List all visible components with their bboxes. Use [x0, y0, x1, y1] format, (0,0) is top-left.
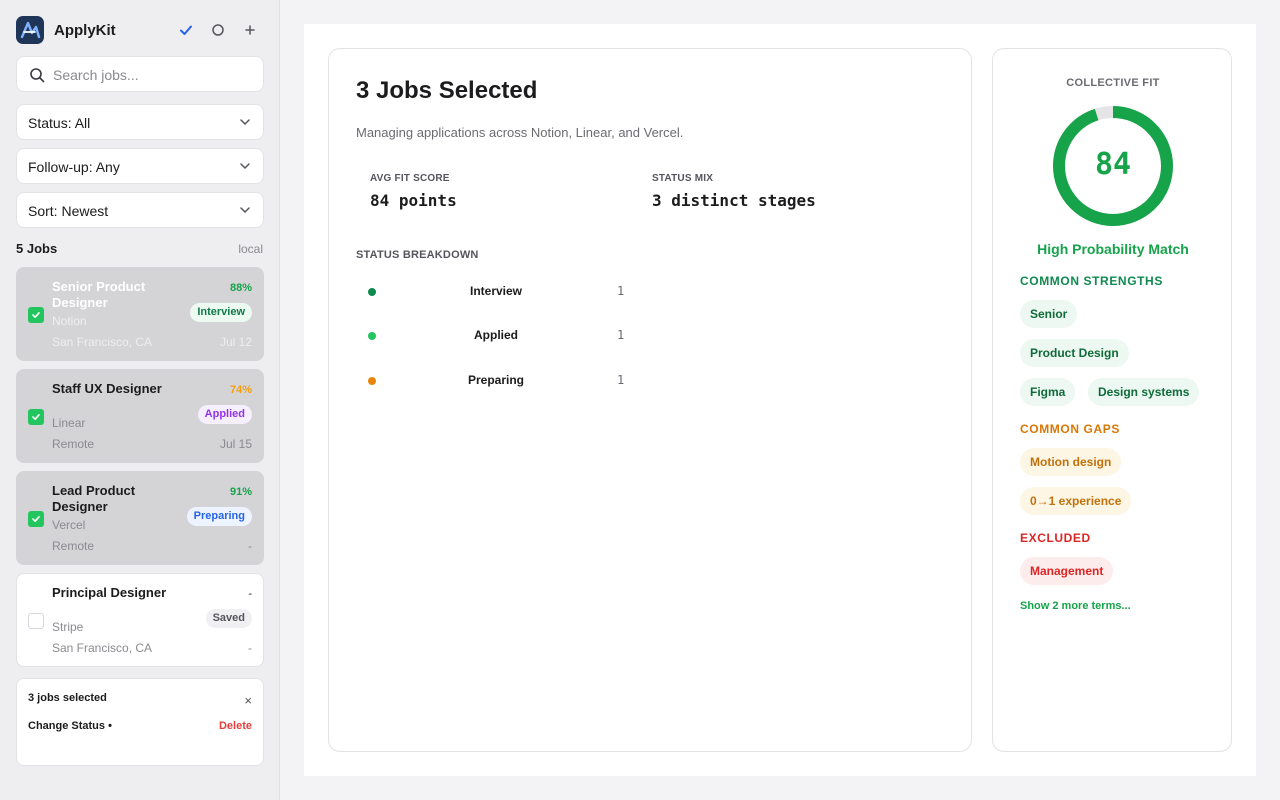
job-company: Linear [52, 416, 86, 430]
job-date: Jul 15 [219, 437, 252, 451]
status-dot [368, 332, 376, 340]
status-count: 1 [617, 328, 625, 342]
change-status-button[interactable]: Change Status • [28, 720, 112, 732]
job-card[interactable]: Senior Product Designer 88% Interview No… [16, 267, 264, 361]
check-icon[interactable] [178, 22, 194, 38]
show-more-link[interactable]: Show 2 more terms... [1020, 600, 1131, 612]
job-location: San Francisco, CA [52, 335, 153, 349]
status-badge: Preparing [186, 507, 252, 526]
sidebar: ApplyKit Status: All Follow-up: Any Sort… [0, 0, 280, 800]
job-fit-score: 88% [229, 282, 252, 294]
fit-score-value: 84 [1094, 147, 1132, 182]
chevron-down-icon [240, 207, 250, 214]
strength-chip: Senior [1020, 300, 1078, 328]
job-company: Vercel [52, 518, 86, 532]
delete-button[interactable]: Delete [218, 720, 252, 732]
check-icon [32, 312, 40, 318]
job-card[interactable]: Principal Designer - Saved Stripe San Fr… [16, 573, 264, 667]
status-mix-value: 3 distinct stages [652, 191, 816, 210]
job-fit-score: - [248, 588, 252, 600]
job-date: Jul 12 [219, 335, 252, 349]
job-company: Stripe [52, 620, 84, 634]
status-name: Preparing [467, 373, 524, 387]
search-input[interactable] [53, 65, 253, 85]
job-date: - [248, 539, 252, 553]
status-row: Preparing 1 [356, 371, 646, 391]
job-date: - [248, 641, 252, 655]
status-badge: Saved [205, 609, 252, 628]
avg-fit-label: AVG FIT SCORE [370, 173, 450, 184]
job-location: Remote [52, 539, 95, 553]
main-content: 3 Jobs Selected Managing applications ac… [304, 24, 1256, 776]
followup-filter[interactable]: Follow-up: Any [16, 148, 264, 184]
status-badge: Interview [190, 303, 252, 322]
status-name: Applied [474, 328, 518, 342]
status-count: 1 [617, 373, 625, 387]
status-row: Interview 1 [356, 282, 646, 302]
chevron-down-icon [240, 119, 250, 126]
job-card[interactable]: Lead Product Designer 91% Preparing Verc… [16, 471, 264, 565]
job-title: Senior Product Designer [52, 279, 146, 310]
app-name: ApplyKit [54, 22, 116, 39]
gaps-heading: COMMON GAPS [1020, 422, 1120, 436]
status-breakdown-label: STATUS BREAKDOWN [356, 249, 479, 261]
job-fit-score: 91% [229, 486, 252, 498]
job-location: Remote [52, 437, 95, 451]
strengths-heading: COMMON STRENGTHS [1020, 274, 1163, 288]
strength-chip: Figma [1020, 378, 1076, 406]
status-count: 1 [617, 284, 625, 298]
plus-icon[interactable] [242, 22, 258, 38]
strength-chip: Design systems [1088, 378, 1200, 406]
page-subtitle: Managing applications across Notion, Lin… [356, 125, 684, 140]
status-dot [368, 377, 376, 385]
job-checkbox[interactable] [28, 613, 44, 629]
close-icon[interactable]: × [244, 693, 252, 708]
status-filter[interactable]: Status: All [16, 104, 264, 140]
job-title: Lead Product Designer [52, 483, 136, 514]
circle-icon[interactable] [210, 22, 226, 38]
check-icon [32, 516, 40, 522]
bulk-actions-bar: 3 jobs selected × Change Status • Delete [16, 678, 264, 766]
job-location: San Francisco, CA [52, 641, 153, 655]
jobs-source: local [238, 242, 263, 256]
job-checkbox[interactable] [28, 307, 44, 323]
gap-chip: Motion design [1020, 448, 1122, 476]
status-badge: Applied [197, 405, 252, 424]
strength-chip: Product Design [1020, 339, 1129, 367]
job-title: Principal Designer [52, 585, 167, 600]
fit-score-ring [1053, 106, 1173, 226]
status-mix-label: STATUS MIX [652, 173, 714, 184]
collective-fit-panel: COLLECTIVE FIT 84 High Probability Match… [992, 48, 1232, 752]
match-label: High Probability Match [1037, 241, 1189, 257]
gap-chip: 0→1 experience [1020, 487, 1132, 515]
job-title: Staff UX Designer [52, 381, 162, 396]
status-filter-label: Status: All [28, 115, 91, 131]
check-icon [32, 414, 40, 420]
excluded-heading: EXCLUDED [1020, 531, 1091, 545]
collective-fit-label: COLLECTIVE FIT [1066, 77, 1160, 89]
sort-select[interactable]: Sort: Newest [16, 192, 264, 228]
sort-select-label: Sort: Newest [28, 203, 109, 219]
status-name: Interview [469, 284, 523, 298]
status-row: Applied 1 [356, 326, 646, 346]
search-icon [30, 68, 45, 83]
excluded-chip: Management [1020, 557, 1114, 585]
sidebar-header: ApplyKit [16, 16, 264, 46]
selection-summary-panel: 3 Jobs Selected Managing applications ac… [328, 48, 972, 752]
chevron-down-icon [240, 163, 250, 170]
page-title: 3 Jobs Selected [356, 77, 538, 104]
job-company: Notion [52, 314, 87, 328]
job-checkbox[interactable] [28, 511, 44, 527]
status-dot [368, 288, 376, 296]
job-fit-score: 74% [229, 384, 252, 396]
selected-count: 3 jobs selected [28, 692, 107, 704]
app-logo [16, 16, 44, 44]
followup-filter-label: Follow-up: Any [28, 159, 120, 175]
avg-fit-value: 84 points [370, 191, 457, 210]
jobs-count: 5 Jobs [16, 241, 58, 256]
job-card[interactable]: Staff UX Designer 74% Applied Linear Rem… [16, 369, 264, 463]
search-box [16, 56, 264, 92]
job-checkbox[interactable] [28, 409, 44, 425]
